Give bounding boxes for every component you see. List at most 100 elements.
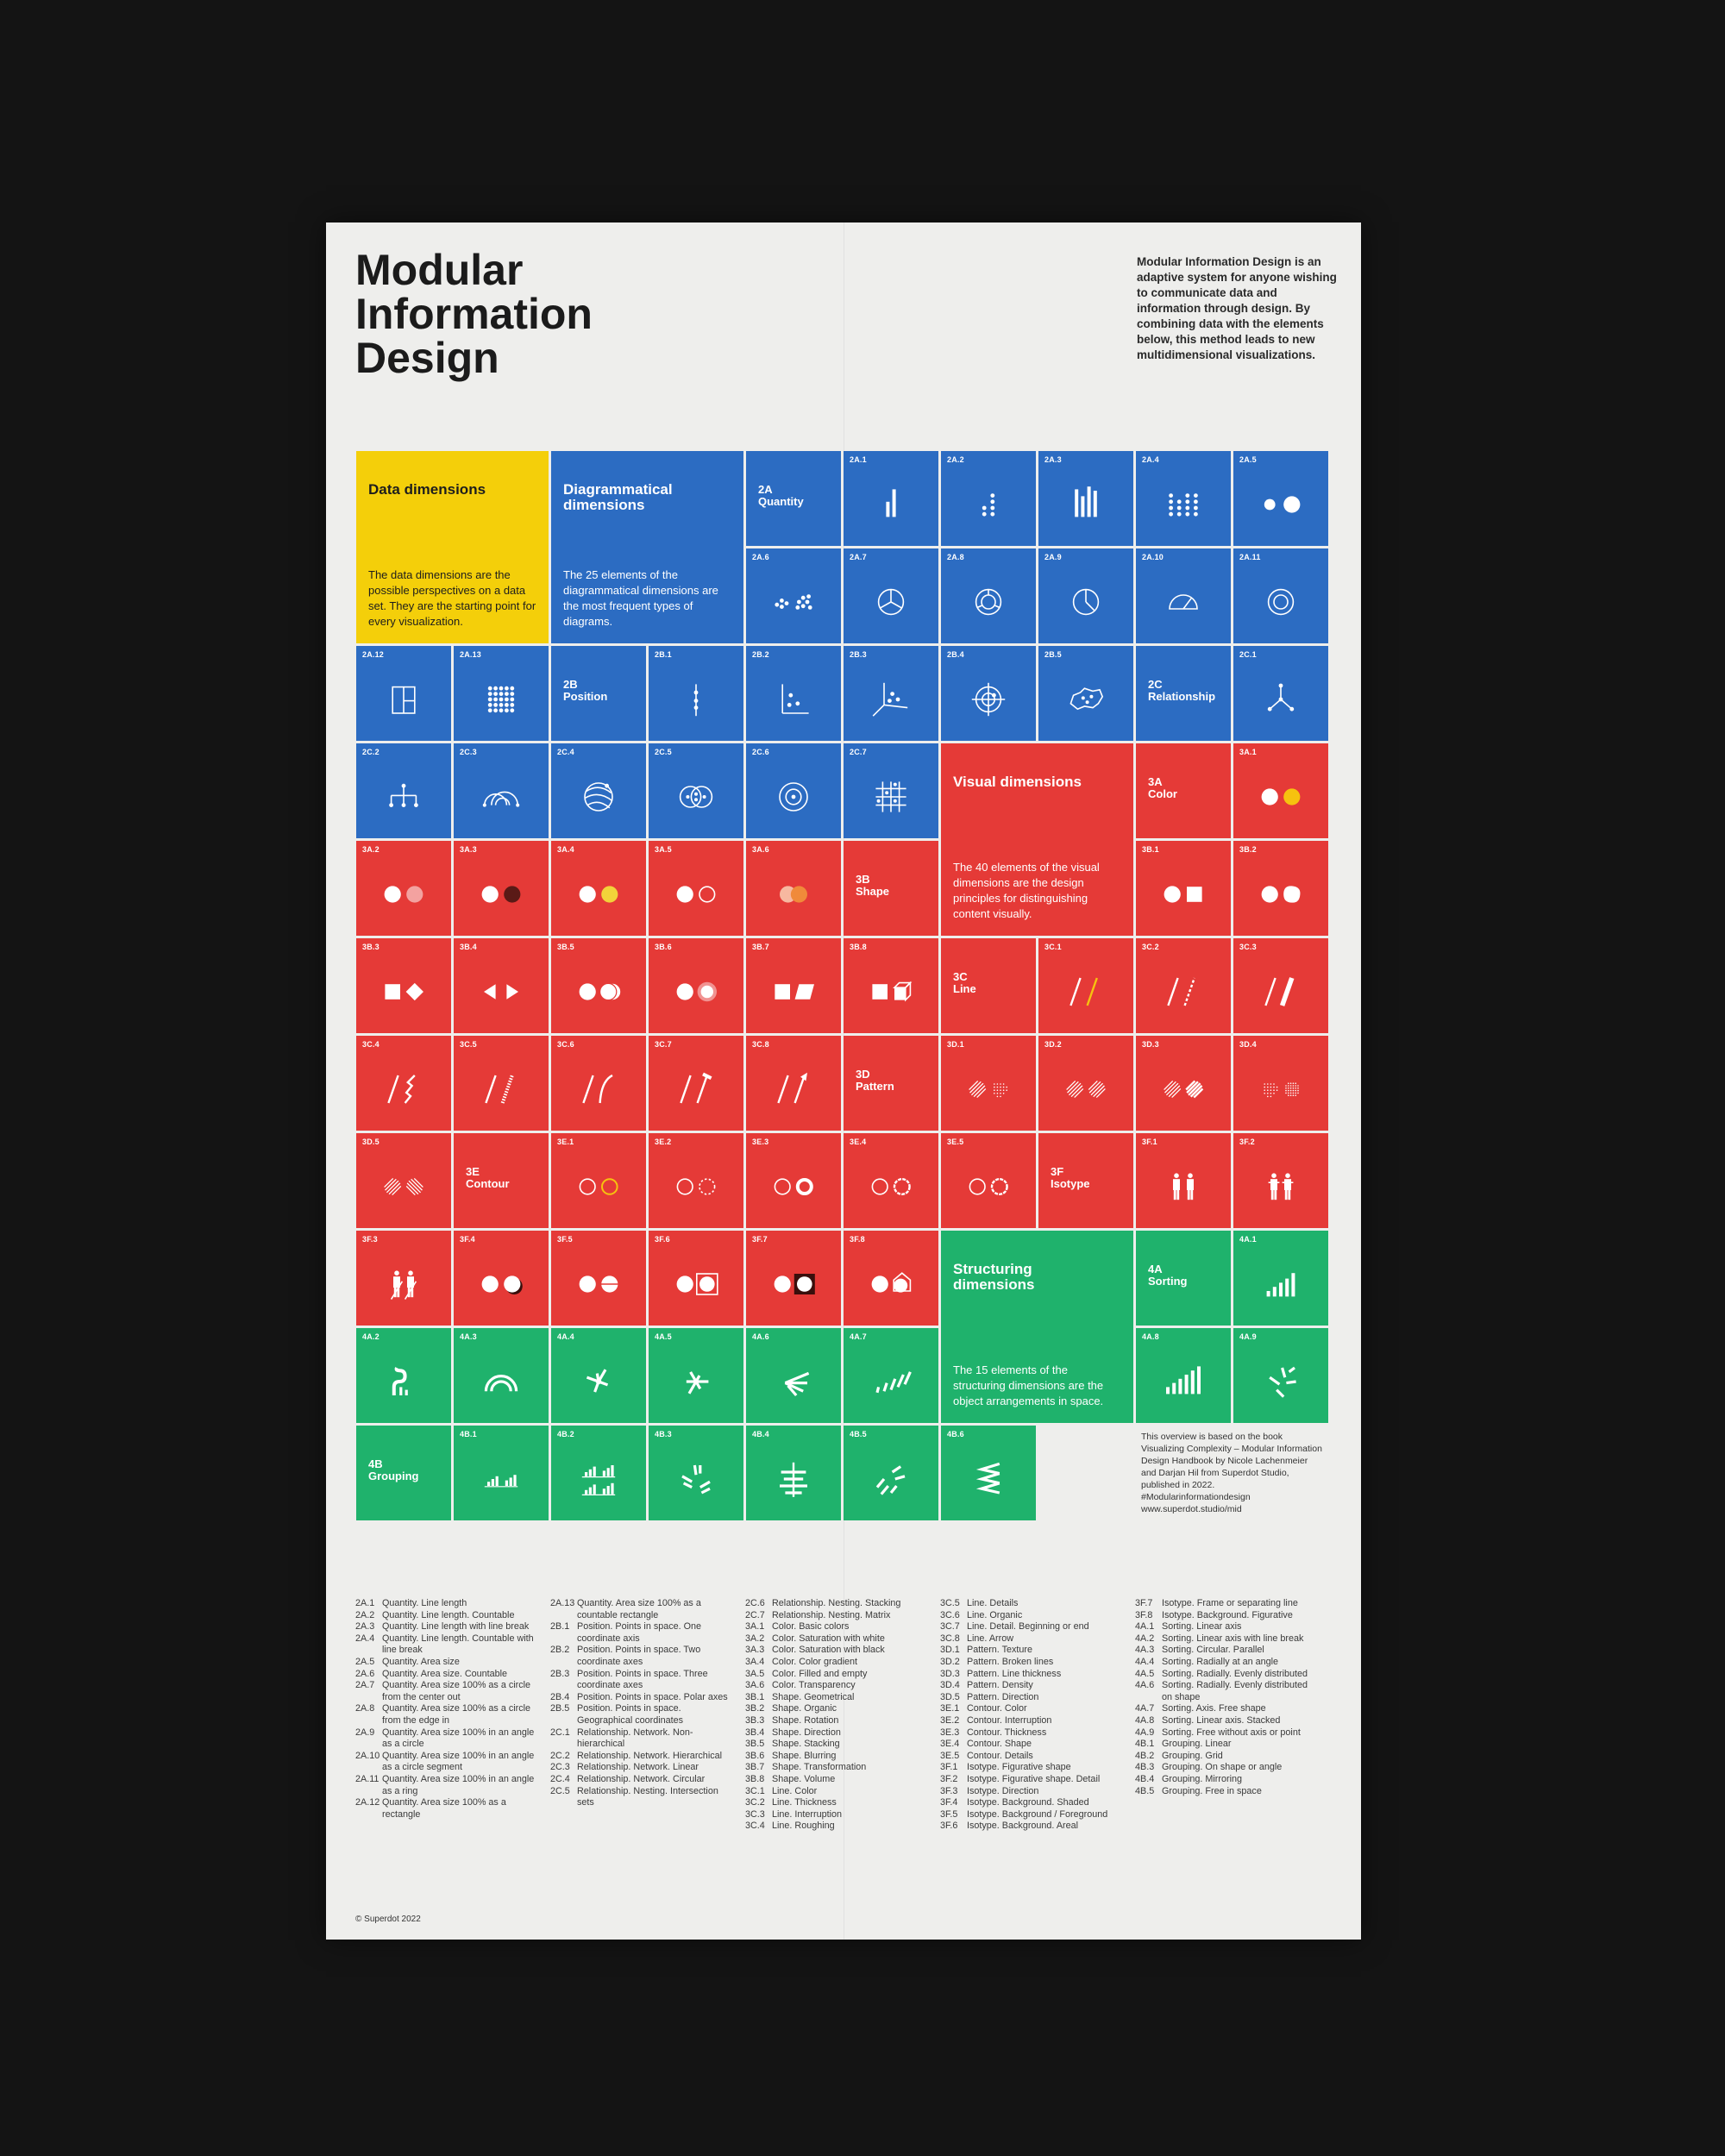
element-tile: 3F.8 (844, 1231, 938, 1326)
legend-code: 3F.2 (940, 1773, 958, 1784)
element-code: 4A.4 (557, 1332, 574, 1341)
legend-item: 4A.7 Sorting. Axis. Free shape (1135, 1703, 1330, 1715)
legend-code: 3B.6 (745, 1750, 765, 1761)
legend-text: Quantity. Area size 100% in an angle as … (382, 1773, 535, 1796)
legend-text: Line. Details (967, 1598, 1019, 1608)
legend-code: 2A.13 (550, 1598, 575, 1608)
pie-icon (1072, 588, 1100, 616)
legend-text: Shape. Direction (772, 1727, 841, 1738)
legend-item: 3C.5 Line. Details (940, 1598, 1135, 1610)
element-code: 2A.3 (1044, 455, 1062, 464)
legend-text: Position. Points in space. Polar axes (577, 1691, 728, 1702)
slash-icon (485, 1075, 514, 1104)
slash-icon (387, 1075, 416, 1104)
legend-text: Relationship. Network. Circular (577, 1773, 706, 1784)
element-tile: 3B.5 (551, 938, 646, 1033)
legend-code: 2C.1 (550, 1727, 570, 1738)
legend-code: 3F.3 (940, 1785, 958, 1796)
legend-code: 3B.2 (745, 1703, 765, 1714)
element-tile: 3E.3 (746, 1133, 841, 1228)
venn-icon (679, 786, 713, 808)
legend-code: 2A.11 (355, 1773, 380, 1784)
legend-code: 2A.9 (355, 1727, 375, 1738)
legend-item: 2A.4 Quantity. Line length. Countable wit… (355, 1633, 550, 1657)
pair-icon (969, 1178, 1008, 1195)
legend-code: 3A.6 (745, 1680, 765, 1691)
pair-icon (871, 1272, 912, 1293)
category-tile: 3D Pattern (844, 1036, 938, 1131)
element-tile: 2A.1 (844, 451, 938, 546)
element-tile: 3F.5 (551, 1231, 646, 1326)
legend-code: 4A.5 (1135, 1668, 1155, 1679)
legend-text: Line. Roughing (772, 1821, 835, 1832)
title-line: Information (355, 290, 593, 338)
element-code: 3C.3 (1239, 943, 1257, 951)
legend-text: Color. Color gradient (772, 1656, 858, 1667)
element-code: 3D.2 (1044, 1040, 1062, 1049)
element-tile: 2A.7 (844, 548, 938, 643)
legend-text: Shape. Volume (772, 1773, 836, 1784)
legend-code: 3C.3 (745, 1808, 765, 1820)
sphere-icon (584, 782, 613, 812)
pair-icon (1149, 1080, 1218, 1099)
legend-code: 3E.3 (940, 1727, 960, 1738)
category-name: Grouping (368, 1470, 419, 1482)
legend-code: 2A.3 (355, 1621, 375, 1633)
tri-icon (681, 1464, 711, 1495)
legend-code: 3C.6 (940, 1609, 960, 1620)
element-tile: 3A.3 (454, 841, 549, 936)
dimension-intro-tile: Structuring dimensions The 15 elements of… (941, 1231, 1133, 1423)
pair-icon (774, 1178, 813, 1195)
legend-item: 3F.4 Isotype. Background. Shaded (940, 1797, 1135, 1809)
legend-item: 4A.1 Sorting. Linear axis (1135, 1621, 1330, 1633)
element-code: 4B.5 (850, 1430, 867, 1438)
legend-item: 3D.5 Pattern. Direction (940, 1692, 1135, 1704)
category-label: 3E Contour (466, 1166, 510, 1190)
element-tile: 2A.12 (356, 646, 451, 741)
legend-code: 3F.7 (1135, 1598, 1153, 1608)
legend-code: 4A.8 (1135, 1714, 1155, 1726)
pair-icon (579, 1275, 619, 1293)
element-code: 3F.4 (460, 1235, 475, 1244)
legend-item: 2A.3 Quantity. Line length with line brea… (355, 1621, 550, 1633)
legend-text: Pattern. Direction (967, 1691, 1039, 1702)
element-code: 3A.4 (557, 845, 574, 854)
legend-text: Quantity. Area size (382, 1656, 460, 1667)
legend-item: 3F.7 Isotype. Frame or separating line (1135, 1598, 1330, 1610)
legend-text: Grouping. Grid (1162, 1750, 1223, 1761)
legend-code: 3B.5 (745, 1739, 765, 1750)
legend-item: 3C.4 Line. Roughing (745, 1821, 940, 1833)
legend-item: 3F.8 Isotype. Background. Figurative (1135, 1610, 1330, 1622)
element-tile: 3A.5 (649, 841, 743, 936)
category-tile: 3A Color (1136, 743, 1231, 838)
category-name: Contour (466, 1177, 510, 1190)
legend-text: Shape. Organic (772, 1703, 837, 1714)
legend-text: Shape. Stacking (772, 1739, 840, 1750)
element-tile: 3C.4 (356, 1036, 451, 1131)
element-tile: 2C.7 (844, 743, 938, 838)
legend-code: 4A.6 (1135, 1680, 1155, 1691)
category-code: 4A (1148, 1263, 1163, 1275)
legend-item: 2A.13 Quantity. Area size 100% as a count… (550, 1598, 745, 1621)
element-tile: 3F.1 (1136, 1133, 1231, 1228)
legend-code: 3E.4 (940, 1739, 960, 1750)
element-code: 3C.8 (752, 1040, 769, 1049)
legend-text: Sorting. Linear axis with line break (1162, 1633, 1304, 1644)
element-tile: 3D.5 (356, 1133, 451, 1228)
legend-item: 2B.2 Position. Points in space. Two coord… (550, 1645, 745, 1668)
legend-text: Relationship. Network. Hierarchical (577, 1750, 723, 1761)
legend-code: 3D.2 (940, 1656, 960, 1667)
slash-icon (1264, 977, 1295, 1006)
legend-text: Isotype. Figurative shape (967, 1762, 1071, 1773)
legend-item: 3C.7 Line. Detail. Beginning or end (940, 1621, 1135, 1633)
element-tile: 4A.5 (649, 1328, 743, 1423)
element-tile: 3E.2 (649, 1133, 743, 1228)
pair-icon (1264, 1082, 1299, 1098)
legend-text: Contour. Interruption (967, 1714, 1052, 1726)
pair-icon (385, 982, 423, 1001)
legend-code: 3C.8 (940, 1633, 960, 1644)
legend-text: Contour. Thickness (967, 1727, 1047, 1738)
people-icon (1173, 1173, 1194, 1200)
element-tile: 4A.3 (454, 1328, 549, 1423)
category-name: Quantity (758, 495, 804, 508)
